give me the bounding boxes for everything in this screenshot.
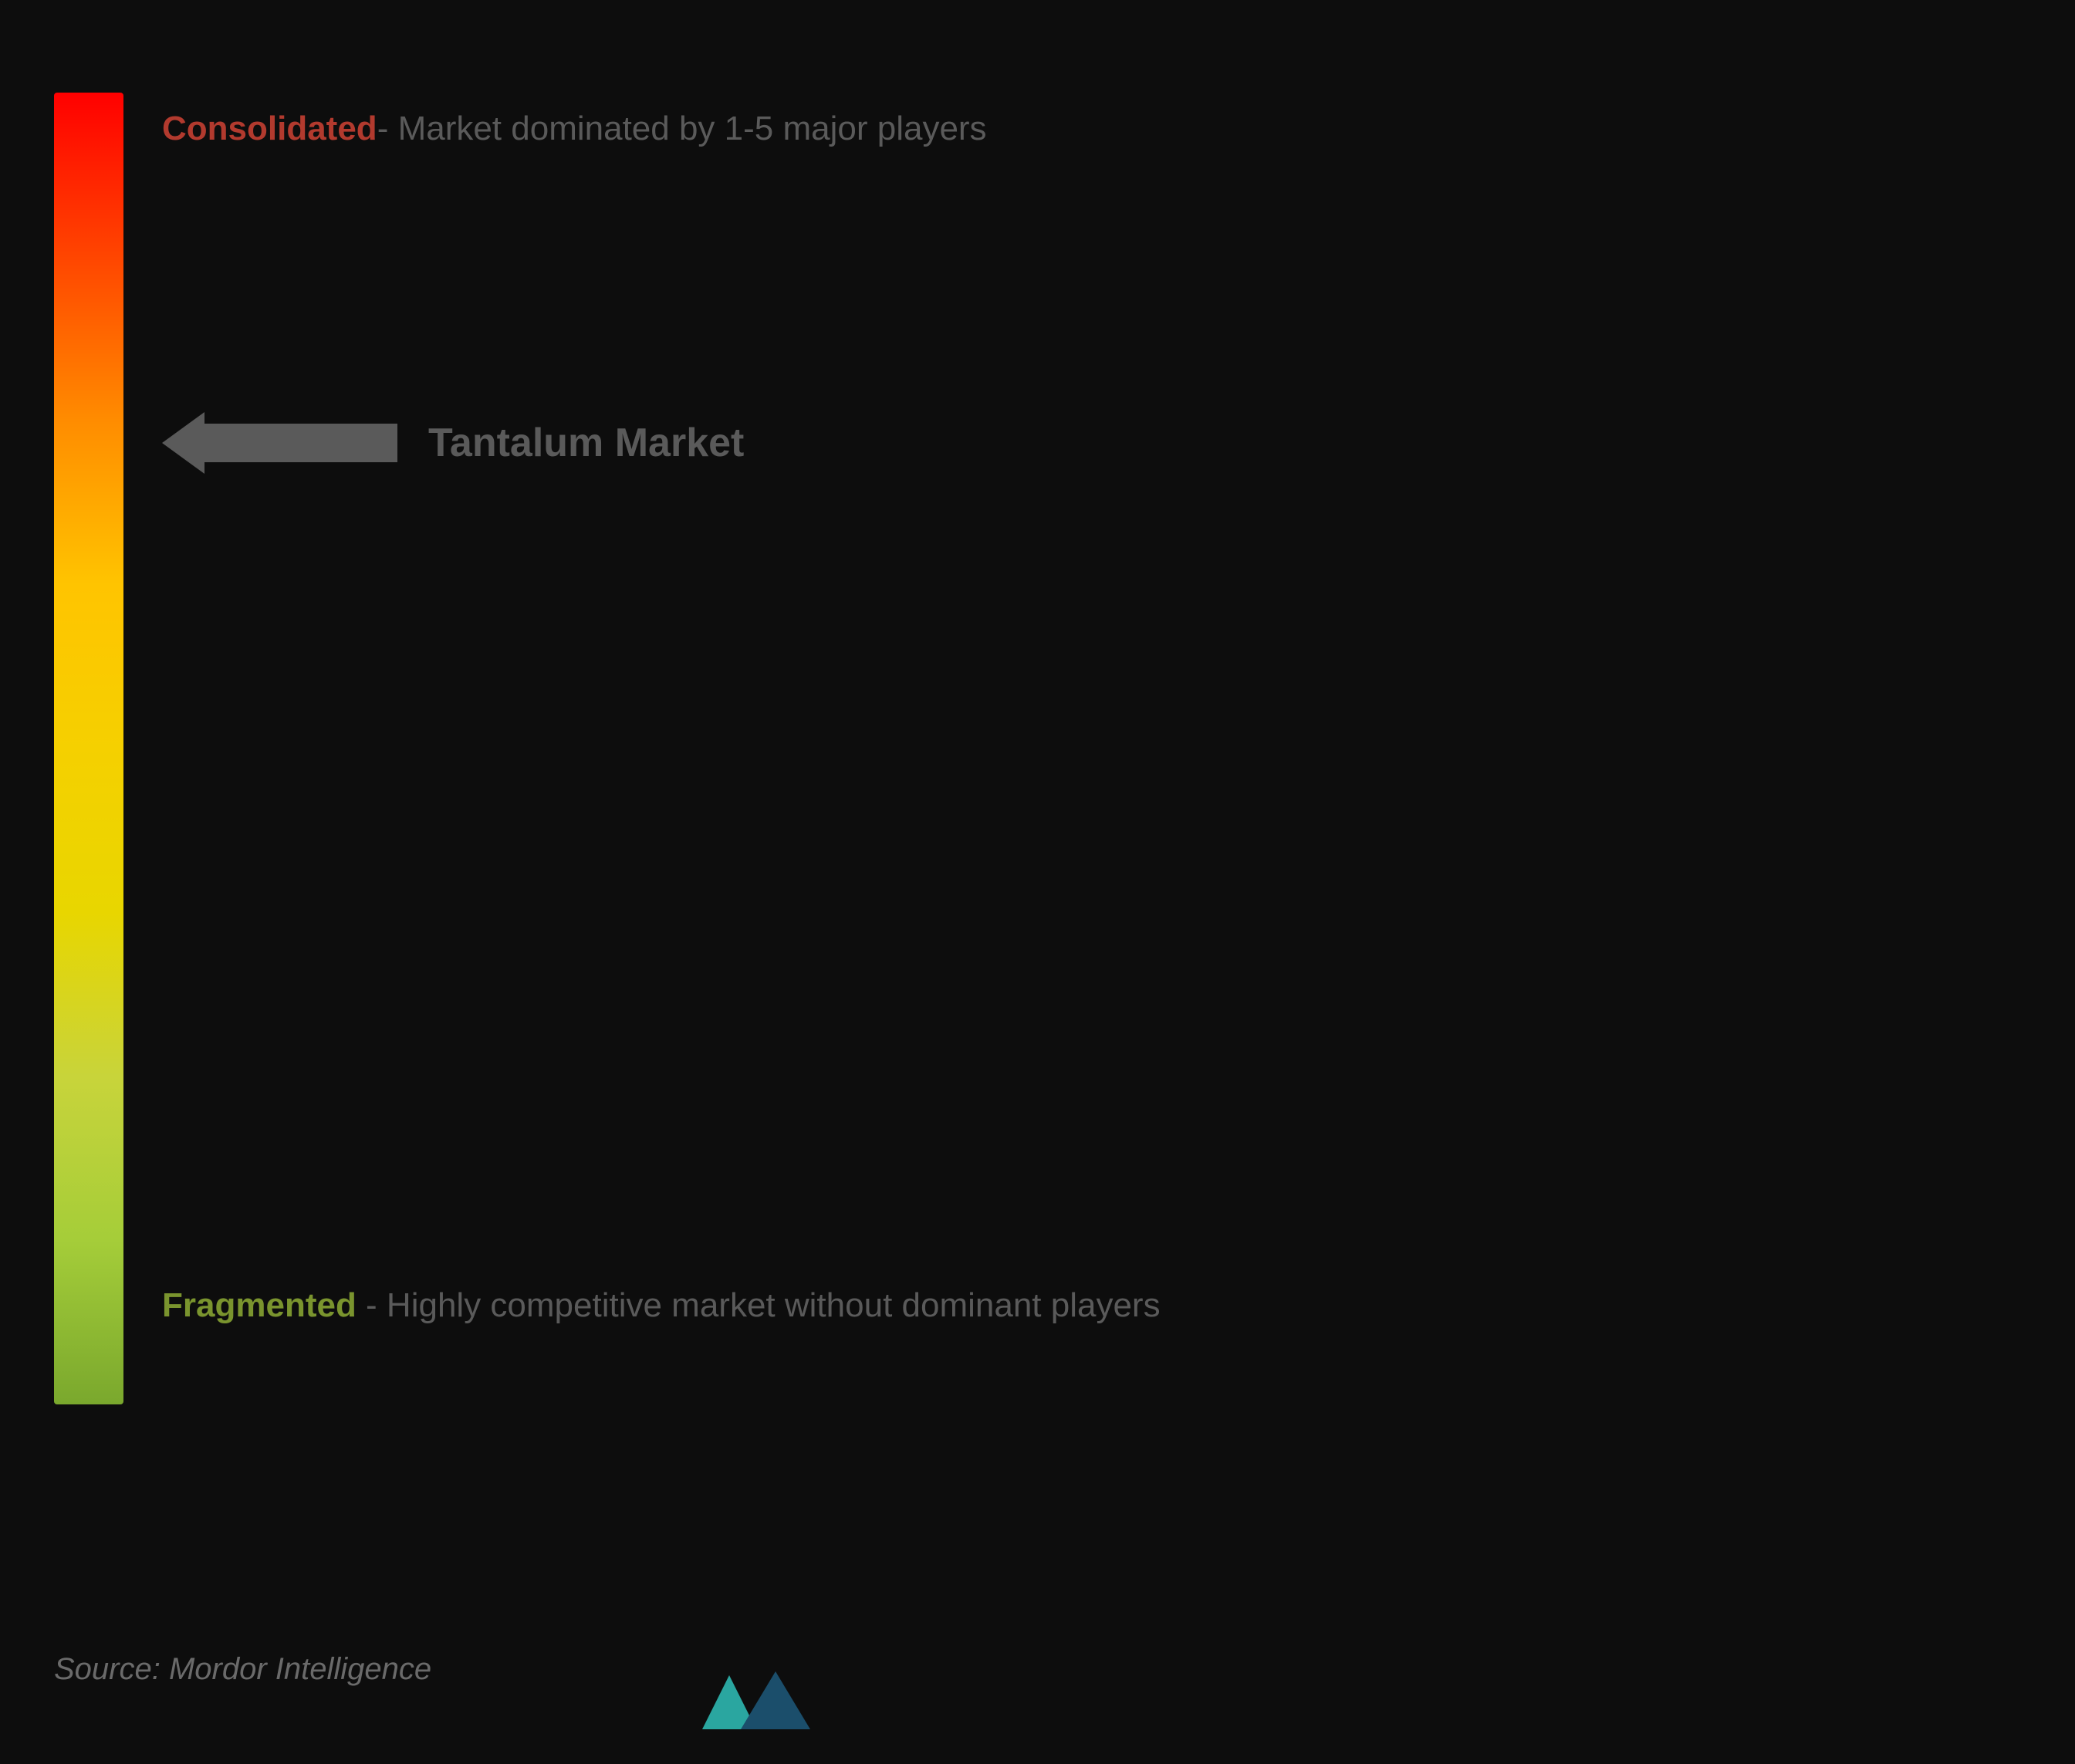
- gradient-bar: [54, 93, 123, 1404]
- consolidated-desc: - Market dominated by 1-5 major players: [377, 110, 987, 147]
- arrow-icon: [162, 412, 397, 474]
- concentration-scale: Consolidated- Market dominated by 1-5 ma…: [54, 93, 2021, 1404]
- labels-column: Consolidated- Market dominated by 1-5 ma…: [162, 93, 2021, 1404]
- arrow-head-icon: [162, 412, 204, 474]
- market-marker: Tantalum Market: [162, 412, 2021, 474]
- consolidated-keyword: Consolidated: [162, 110, 377, 147]
- consolidated-label: Consolidated- Market dominated by 1-5 ma…: [162, 100, 2021, 158]
- source-attribution: Source: Mordor Intelligence: [54, 1652, 431, 1687]
- market-name: Tantalum Market: [428, 420, 744, 466]
- fragmented-label: Fragmented - Highly competitive market w…: [162, 1277, 2021, 1335]
- fragmented-desc: - Highly competitive market without domi…: [357, 1286, 1161, 1324]
- arrow-shaft: [204, 424, 397, 462]
- mordor-logo-icon: [694, 1668, 818, 1741]
- fragmented-keyword: Fragmented: [162, 1286, 357, 1324]
